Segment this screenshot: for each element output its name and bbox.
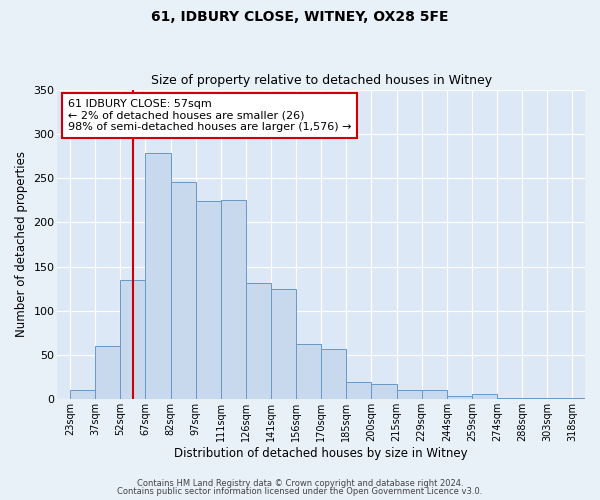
Bar — [447, 396, 472, 400]
Title: Size of property relative to detached houses in Witney: Size of property relative to detached ho… — [151, 74, 492, 87]
Bar — [120, 280, 145, 400]
X-axis label: Distribution of detached houses by size in Witney: Distribution of detached houses by size … — [175, 447, 468, 460]
Bar — [572, 398, 598, 400]
Bar — [221, 200, 246, 400]
Bar — [397, 390, 422, 400]
Bar — [346, 382, 371, 400]
Bar — [472, 394, 497, 400]
Text: 61, IDBURY CLOSE, WITNEY, OX28 5FE: 61, IDBURY CLOSE, WITNEY, OX28 5FE — [151, 10, 449, 24]
Bar — [296, 344, 321, 400]
Bar — [371, 384, 397, 400]
Bar — [547, 398, 572, 400]
Text: Contains public sector information licensed under the Open Government Licence v3: Contains public sector information licen… — [118, 487, 482, 496]
Bar — [70, 390, 95, 400]
Bar — [522, 398, 547, 400]
Bar — [95, 346, 120, 400]
Bar — [196, 201, 221, 400]
Bar — [497, 398, 522, 400]
Y-axis label: Number of detached properties: Number of detached properties — [15, 152, 28, 338]
Bar — [145, 154, 170, 400]
Text: 61 IDBURY CLOSE: 57sqm
← 2% of detached houses are smaller (26)
98% of semi-deta: 61 IDBURY CLOSE: 57sqm ← 2% of detached … — [68, 99, 352, 132]
Bar — [246, 284, 271, 400]
Bar — [422, 390, 447, 400]
Bar — [170, 182, 196, 400]
Text: Contains HM Land Registry data © Crown copyright and database right 2024.: Contains HM Land Registry data © Crown c… — [137, 478, 463, 488]
Bar — [321, 349, 346, 400]
Bar — [271, 288, 296, 400]
